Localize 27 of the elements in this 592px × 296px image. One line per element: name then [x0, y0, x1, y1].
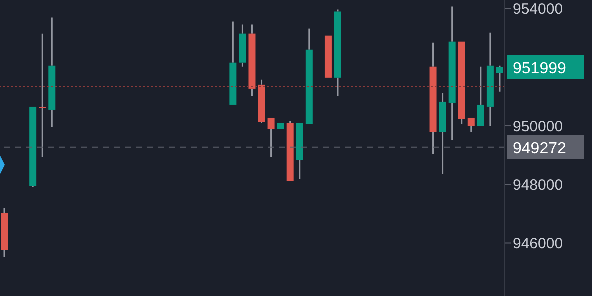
- candlestick: [486, 32, 494, 127]
- candlestick: [286, 120, 294, 182]
- y-tick-label: 946000: [513, 236, 564, 253]
- ref-line-label: 949272: [513, 140, 566, 158]
- candlestick: [1, 207, 8, 258]
- y-tick-label: 948000: [513, 176, 564, 194]
- candlestick: [448, 6, 456, 141]
- candlestick: [306, 28, 313, 124]
- candlestick: [439, 92, 446, 175]
- candlestick: [239, 24, 246, 68]
- candlestick: [468, 118, 475, 133]
- candlestick: [248, 24, 256, 97]
- candlestick: [477, 66, 484, 126]
- candlestick: [30, 106, 37, 188]
- candlestick: [496, 65, 504, 93]
- candlestick: [268, 118, 275, 158]
- candlestick: [458, 42, 466, 125]
- candlestick: [48, 17, 56, 128]
- candlestick: [334, 9, 342, 97]
- candlestick: [296, 123, 304, 180]
- candlestick: [258, 79, 266, 124]
- candlestick: [39, 33, 46, 158]
- candlestick: [230, 21, 237, 105]
- candlestick: [430, 42, 437, 155]
- y-tick-label: 954000: [513, 1, 564, 18]
- y-tick-label: 950000: [513, 118, 564, 136]
- text: 951999: [513, 60, 566, 78]
